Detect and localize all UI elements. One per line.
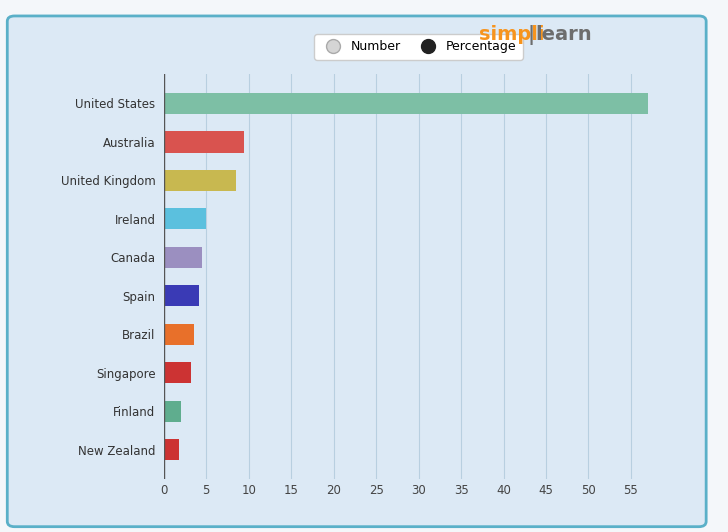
Bar <box>164 247 202 268</box>
Text: |: | <box>527 24 534 45</box>
Bar <box>164 93 648 114</box>
Legend: Number, Percentage: Number, Percentage <box>314 34 523 60</box>
Bar <box>164 285 199 306</box>
Text: learn: learn <box>536 25 593 44</box>
Bar <box>164 209 206 229</box>
Bar <box>164 401 181 422</box>
Bar <box>164 439 179 460</box>
Bar <box>164 324 194 345</box>
Bar <box>164 362 191 384</box>
Text: simpli: simpli <box>479 25 545 44</box>
Bar <box>164 131 245 153</box>
Bar <box>164 170 236 191</box>
